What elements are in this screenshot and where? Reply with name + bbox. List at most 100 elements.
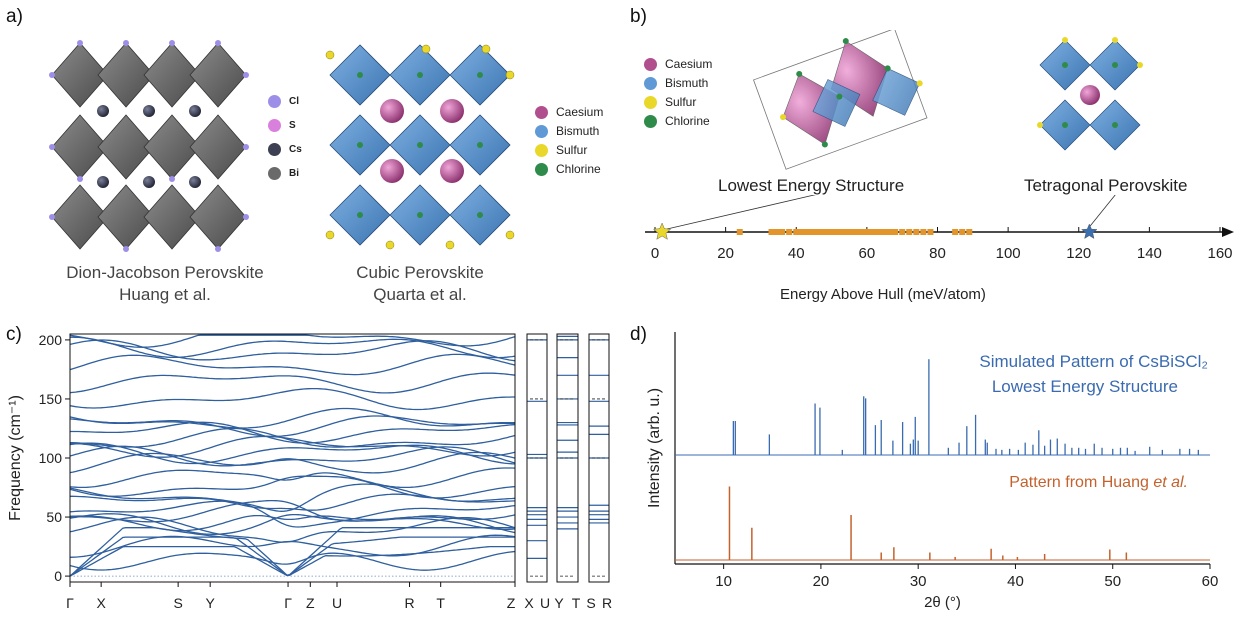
b-xtick-label: 20 [717, 245, 734, 262]
lowest-energy-star [653, 222, 672, 240]
legend-item: Bismuth [535, 124, 599, 138]
b-structure-point [878, 229, 884, 235]
tetragonal-pointer-line [1089, 195, 1116, 228]
legend-label: Cl [289, 96, 299, 107]
b-xtick-label: 160 [1207, 245, 1232, 262]
b-structure-point [927, 229, 934, 235]
legend-label: Cs [289, 144, 302, 155]
dj-layer-2 [51, 114, 247, 180]
exp-label-italic: et al. [1153, 474, 1188, 491]
legend-item: S [268, 119, 296, 132]
cubic-caption-line1: Cubic Perovskite [356, 263, 484, 282]
b-structure-point [832, 229, 839, 235]
phonon-branch [69, 407, 516, 429]
d-xtick-label: 20 [813, 573, 830, 590]
b-xlabel: Energy Above Hull (meV/atom) [780, 286, 986, 303]
phonon-branch [69, 445, 516, 467]
legend-item: Caesium [644, 57, 712, 71]
b-structure-point [899, 229, 906, 235]
cubic-caption-line2: Quarta et al. [373, 285, 467, 304]
b-structure-point [906, 229, 913, 235]
phonon-branch [70, 336, 516, 359]
legend-item: Cl [268, 95, 299, 108]
xrd-pattern-chart: 10 20 30 40 50 60 2θ (°) Intensity (arb. u.) Sim… [646, 332, 1218, 611]
c-kpoint-label: U [540, 595, 550, 611]
c-kpoint-label: Y [554, 595, 564, 611]
c-side-frame [588, 333, 610, 583]
c-ytick-label: 200 [39, 332, 63, 348]
b-structure-point [870, 229, 877, 235]
phonon-branch [69, 442, 516, 465]
dj-caption-line2: Huang et al. [119, 285, 211, 304]
b-structure-point [775, 229, 782, 235]
c-kpoint-label: S [586, 595, 595, 611]
c-kpoint-label: Z [507, 595, 516, 611]
phonon-branch [69, 500, 516, 528]
legend-item: Sulfur [644, 95, 696, 109]
d-xtick-label: 50 [1104, 573, 1121, 590]
b-structure-point [846, 229, 853, 235]
dj-layer-3 [51, 184, 247, 250]
panel-label-c: c) [6, 324, 22, 345]
b-xtick-label: 100 [996, 245, 1021, 262]
dj-cl-atoms [49, 40, 249, 252]
phonon-branch [70, 421, 516, 444]
legend-swatch [268, 95, 281, 108]
b-xtick-label: 0 [651, 245, 659, 262]
legend-swatch [644, 57, 657, 71]
b-structure-point [863, 229, 870, 235]
c-side-frame [556, 333, 579, 583]
b-structure-point [913, 229, 920, 235]
energy-above-hull-chart: 0 20 40 60 80 100 120 140 160 [645, 195, 1234, 262]
phonon-branch [70, 493, 516, 511]
cubic-cs-atoms [380, 99, 464, 183]
c-ytick-label: 50 [46, 509, 62, 525]
b-structure-point [966, 229, 973, 235]
b-structure-point [779, 229, 786, 235]
d-ylabel: Intensity (arb. u.) [646, 388, 663, 508]
crystal-structures-a [49, 40, 515, 252]
legend-swatch [268, 119, 281, 132]
b-xtick-label: 140 [1137, 245, 1162, 262]
legend-swatch [268, 167, 281, 180]
legend-swatch [535, 162, 548, 176]
phonon-branch [69, 334, 516, 348]
legend-swatch [644, 76, 657, 90]
b-structure-point [793, 229, 800, 235]
c-main-frame [69, 333, 516, 583]
phonon-branch [69, 353, 516, 376]
phonon-branch [69, 483, 516, 512]
panel-label-a: a) [6, 6, 23, 27]
dj-cs-atoms [97, 105, 201, 188]
b-axis-arrow [1222, 227, 1234, 237]
b-xtick-label: 80 [929, 245, 946, 262]
b-structure-point [736, 229, 743, 235]
b-structure-point [814, 229, 821, 235]
c-kpoint-label: X [524, 595, 534, 611]
b-structure-point [881, 229, 888, 235]
sim-label-line2: Lowest Energy Structure [992, 377, 1178, 396]
legend-swatch [535, 124, 548, 138]
legend-label: S [289, 120, 296, 131]
c-ylabel: Frequency (cm⁻¹) [7, 395, 24, 521]
b-structure-point [810, 229, 817, 235]
b-structures [753, 30, 1143, 170]
legend-label: Bi [289, 168, 299, 179]
phonon-branch [69, 513, 516, 535]
phonon-branch [69, 514, 516, 532]
c-kpoint-label: Z [306, 595, 315, 611]
b-structure-point [888, 229, 895, 235]
panel-label-b: b) [630, 6, 647, 27]
c-kpoint-label: R [602, 595, 612, 611]
phonon-branch [69, 527, 515, 577]
tetragonal-label: Tetragonal Perovskite [1024, 176, 1188, 195]
b-structure-point [803, 229, 810, 235]
b-structure-point [849, 229, 856, 235]
c-kpoint-label: T [436, 595, 445, 611]
c-ytick-label: 0 [54, 568, 62, 584]
cubic-s-atoms [325, 44, 515, 250]
b-structure-point [835, 229, 842, 235]
lowest-energy-structure-image [753, 30, 928, 170]
b-structure-point [786, 229, 793, 235]
b-structure-point [874, 229, 881, 235]
